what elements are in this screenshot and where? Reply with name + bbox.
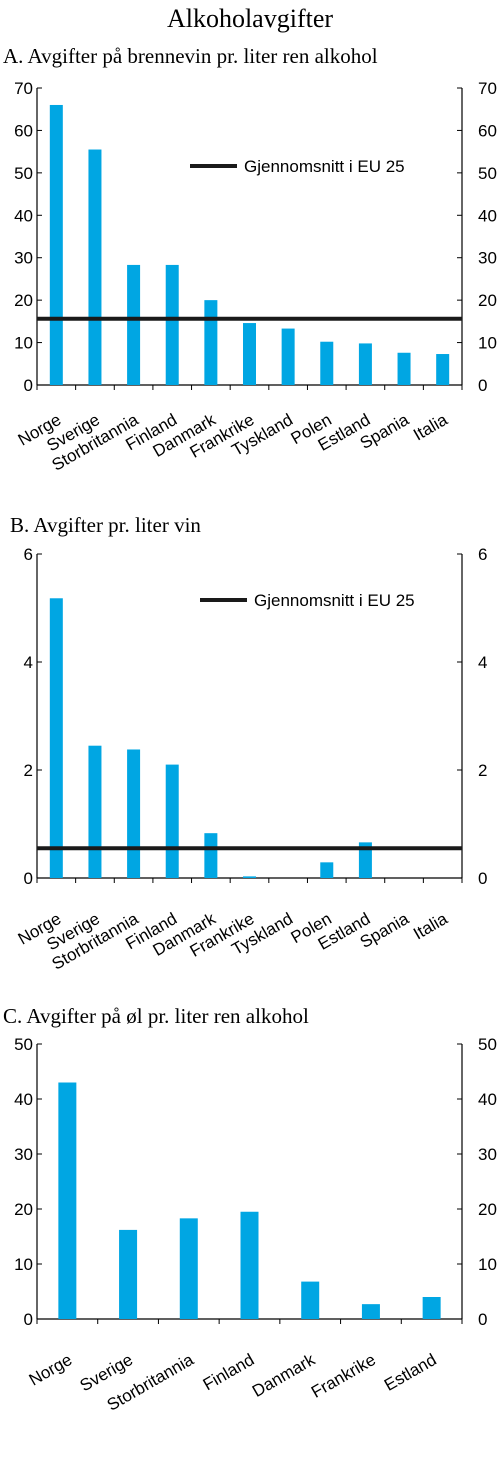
y-tick-label-right: 10 [478,334,497,353]
chart-title: A. Avgifter på brennevin pr. liter ren a… [3,44,378,68]
y-tick-label-left: 30 [14,249,33,268]
x-tick-label: Italia [410,909,451,944]
y-tick-label-left: 30 [14,1145,33,1164]
y-tick-label-right: 30 [478,1145,497,1164]
y-tick-label-right: 6 [478,545,487,564]
y-tick-label-right: 70 [478,79,497,98]
bar-frankrike [243,876,256,878]
bar-storbritannia [127,264,141,385]
y-tick-label-right: 2 [478,761,487,780]
y-tick-label-right: 0 [478,376,487,395]
x-tick-label: Frankrike [308,1350,379,1402]
bar-storbritannia [179,1218,198,1319]
y-tick-label-right: 4 [478,653,487,672]
bar-polen [320,341,334,385]
bar-storbritannia [127,749,141,878]
y-tick-label-left: 0 [24,1310,33,1329]
y-tick-label-right: 40 [478,1090,497,1109]
bar-frankrike [243,323,256,385]
y-tick-label-left: 4 [24,653,33,672]
bar-sverige [88,745,102,878]
y-tick-label-left: 10 [14,1255,33,1274]
x-tick-label: Norge [26,1350,76,1390]
bar-estland [358,343,372,385]
y-tick-label-left: 20 [14,291,33,310]
bar-italia [436,354,450,385]
chart-title: C. Avgifter på øl pr. liter ren alkohol [3,1004,309,1028]
y-tick-label-right: 0 [478,1310,487,1329]
bar-estland [422,1297,441,1319]
y-tick-label-right: 20 [478,1200,497,1219]
y-tick-label-right: 10 [478,1255,497,1274]
bar-frankrike [361,1304,380,1319]
y-tick-label-right: 20 [478,291,497,310]
y-tick-label-left: 6 [24,545,33,564]
y-tick-label-left: 70 [14,79,33,98]
y-tick-label-left: 10 [14,334,33,353]
bar-spania [397,352,411,385]
legend-label: Gjennomsnitt i EU 25 [254,591,415,610]
y-tick-label-left: 0 [24,376,33,395]
x-tick-label: Italia [410,410,451,445]
bar-sverige [119,1229,138,1319]
bar-finland [165,264,179,385]
bar-danmark [204,300,218,385]
y-tick-label-right: 50 [478,1035,497,1054]
x-tick-label: Finland [200,1350,258,1394]
y-tick-label-right: 60 [478,121,497,140]
y-tick-label-left: 60 [14,121,33,140]
y-tick-label-right: 40 [478,206,497,225]
figure-title: Alkoholavgifter [167,4,333,33]
bar-norge [58,1082,77,1319]
y-tick-label-left: 50 [14,1035,33,1054]
bar-danmark [301,1281,320,1319]
bar-sverige [88,149,102,385]
y-tick-label-left: 40 [14,1090,33,1109]
bar-norge [49,598,63,878]
x-tick-label: Danmark [249,1350,319,1401]
y-tick-label-left: 50 [14,164,33,183]
legend-label: Gjennomsnitt i EU 25 [244,157,405,176]
bar-norge [49,104,63,385]
bar-tyskland [281,328,295,385]
y-tick-label-left: 40 [14,206,33,225]
chart-panel-a: A. Avgifter på brennevin pr. liter ren a… [3,44,497,475]
bar-danmark [204,833,218,878]
bar-polen [320,862,334,878]
chart-panel-c: C. Avgifter på øl pr. liter ren alkohol 0… [3,1004,497,1415]
bar-finland [165,764,179,878]
y-tick-label-right: 50 [478,164,497,183]
bar-estland [358,842,372,878]
y-tick-label-left: 0 [24,869,33,888]
y-tick-label-left: 2 [24,761,33,780]
y-tick-label-right: 30 [478,249,497,268]
bar-finland [240,1211,259,1319]
x-tick-label: Estland [381,1350,440,1395]
y-tick-label-right: 0 [478,869,487,888]
chart-title: B. Avgifter pr. liter vin [10,513,201,537]
y-tick-label-left: 20 [14,1200,33,1219]
